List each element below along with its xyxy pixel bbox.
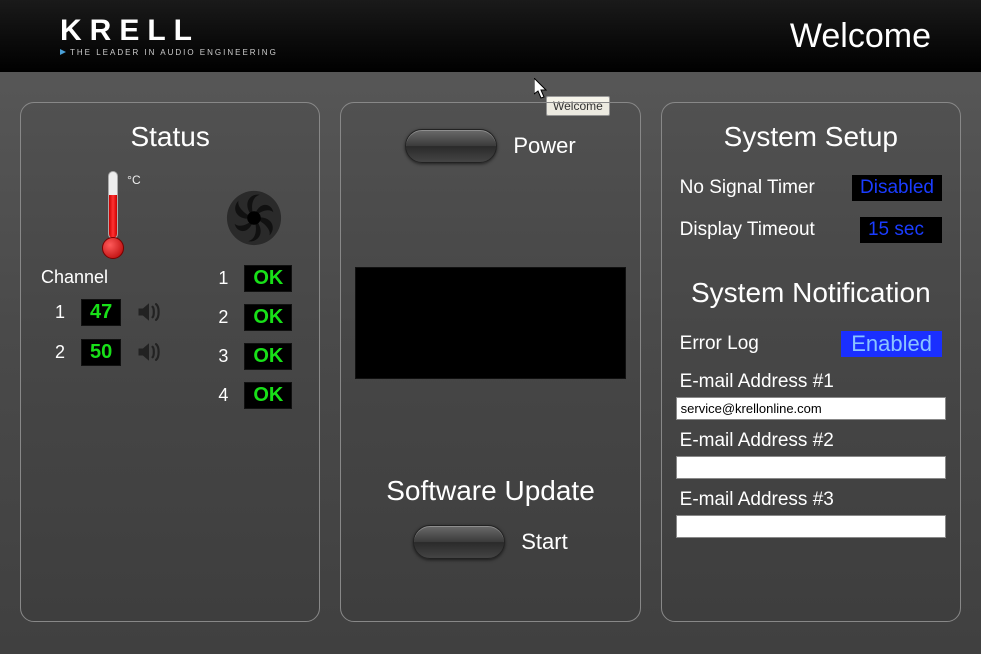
fan-row: 1 OK bbox=[216, 265, 292, 292]
power-button[interactable] bbox=[405, 129, 497, 163]
display-screen bbox=[355, 267, 625, 379]
temp-unit-label: °C bbox=[127, 173, 140, 187]
page-title: Welcome bbox=[790, 17, 931, 56]
channel-row: 1 47 bbox=[41, 298, 185, 326]
power-panel: Power Software Update Start bbox=[340, 102, 640, 622]
fan-row: 3 OK bbox=[216, 343, 292, 370]
fan-number: 3 bbox=[216, 346, 230, 367]
channel-number: 2 bbox=[53, 342, 67, 363]
channel-temp-value: 50 bbox=[81, 339, 121, 366]
speaker-icon bbox=[135, 298, 163, 326]
fan-status-value: OK bbox=[244, 265, 292, 292]
brand-name: KRELL bbox=[60, 16, 200, 46]
header-bar: KRELL THE LEADER IN AUDIO ENGINEERING We… bbox=[0, 0, 981, 72]
fan-number: 2 bbox=[216, 307, 230, 328]
fan-row: 4 OK bbox=[216, 382, 292, 409]
status-panel: Status °C Channel 1 47 2 50 bbox=[20, 102, 320, 622]
fan-status-value: OK bbox=[244, 304, 292, 331]
error-log-label: Error Log bbox=[680, 333, 759, 355]
fan-status-value: OK bbox=[244, 343, 292, 370]
fan-number: 1 bbox=[216, 268, 230, 289]
error-log-value[interactable]: Enabled bbox=[841, 331, 942, 357]
email1-input[interactable] bbox=[676, 397, 946, 420]
no-signal-timer-label: No Signal Timer bbox=[680, 177, 815, 199]
status-title: Status bbox=[35, 121, 305, 153]
channel-header: Channel bbox=[41, 267, 108, 288]
start-label: Start bbox=[521, 529, 567, 555]
display-timeout-label: Display Timeout bbox=[680, 219, 815, 241]
fan-icon bbox=[225, 189, 283, 247]
email2-input[interactable] bbox=[676, 456, 946, 479]
fan-number: 4 bbox=[216, 385, 230, 406]
channel-temp-value: 47 bbox=[81, 299, 121, 326]
email3-label: E-mail Address #3 bbox=[680, 489, 946, 511]
setup-panel: System Setup No Signal Timer Disabled Di… bbox=[661, 102, 961, 622]
start-update-button[interactable] bbox=[413, 525, 505, 559]
brand-tagline: THE LEADER IN AUDIO ENGINEERING bbox=[60, 48, 278, 57]
brand-logo: KRELL THE LEADER IN AUDIO ENGINEERING bbox=[60, 16, 278, 57]
thermometer-icon: °C bbox=[99, 171, 127, 257]
email3-input[interactable] bbox=[676, 515, 946, 538]
power-label: Power bbox=[513, 133, 575, 159]
no-signal-timer-value[interactable]: Disabled bbox=[852, 175, 942, 201]
display-timeout-value[interactable]: 15 sec bbox=[860, 217, 942, 243]
speaker-icon bbox=[135, 338, 163, 366]
fan-row: 2 OK bbox=[216, 304, 292, 331]
system-notification-title: System Notification bbox=[676, 277, 946, 309]
system-setup-title: System Setup bbox=[676, 121, 946, 153]
email2-label: E-mail Address #2 bbox=[680, 430, 946, 452]
channel-row: 2 50 bbox=[41, 338, 185, 366]
channel-number: 1 bbox=[53, 302, 67, 323]
fan-status-value: OK bbox=[244, 382, 292, 409]
software-update-title: Software Update bbox=[355, 475, 625, 507]
email1-label: E-mail Address #1 bbox=[680, 371, 946, 393]
